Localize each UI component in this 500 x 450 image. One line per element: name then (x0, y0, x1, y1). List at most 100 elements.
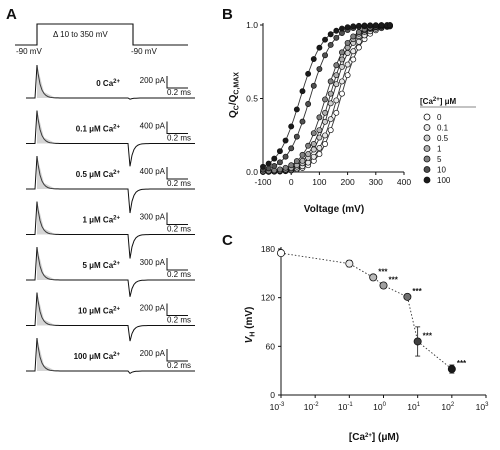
scale-bar-current-label: 300 pA (140, 213, 166, 222)
scale-bar (166, 76, 188, 89)
data-point (339, 90, 345, 97)
trace-row: 0.1 μM Ca2+ 400 pA0.2 ms (26, 110, 195, 167)
data-point (310, 153, 317, 160)
scale-bar-current-label: 400 pA (140, 167, 166, 176)
trace-family-shading (37, 65, 56, 98)
data-point (305, 101, 312, 107)
data-point (386, 22, 393, 29)
trace-row: 5 μM Ca2+ 300 pA0.2 ms (26, 246, 195, 297)
significance-marker: *** (378, 267, 388, 276)
data-point (322, 52, 328, 59)
legend-label: 5 (437, 155, 442, 164)
panel-a-letter: A (6, 6, 17, 23)
scale-bar (166, 349, 188, 362)
data-point (276, 166, 283, 173)
data-point (260, 163, 266, 170)
data-point (271, 163, 278, 169)
panel-c-x-axis-title: [Ca2+] (μM) (349, 432, 399, 443)
data-point (344, 61, 351, 68)
data-point (322, 118, 328, 125)
data-point (299, 88, 306, 95)
data-point (339, 78, 345, 85)
panel-b-data (260, 22, 393, 175)
data-point (333, 109, 340, 116)
y-tick-label: 120 (261, 293, 275, 303)
data-point (322, 141, 328, 147)
trace-family-shading (37, 338, 56, 371)
trace-family-shading (37, 247, 56, 280)
data-point (327, 31, 334, 38)
data-point (327, 127, 334, 134)
data-point (316, 127, 323, 134)
x-tick-label: 300 (369, 177, 383, 187)
data-point (333, 27, 340, 34)
protocol-step-label: Δ 10 to 350 mV (53, 30, 108, 39)
scale-bar-current-label: 400 pA (140, 122, 166, 131)
significance-marker: *** (423, 331, 433, 340)
data-point (322, 132, 328, 139)
panel-c-data: *************** (276, 249, 467, 374)
data-point (265, 160, 272, 167)
data-point (299, 151, 306, 158)
data-point (271, 155, 278, 162)
scale-bar-current-label: 200 pA (140, 304, 166, 313)
data-point (367, 22, 374, 29)
legend-marker (423, 166, 431, 173)
trace-row: 10 μM Ca2+ 200 pA0.2 ms (26, 292, 195, 342)
data-point (327, 78, 334, 85)
trace-label: 10 μM Ca2+ (78, 307, 120, 316)
data-point (316, 151, 323, 158)
data-point (282, 164, 289, 171)
data-point (299, 118, 306, 125)
data-point (339, 25, 345, 32)
data-point (282, 153, 289, 160)
data-point (355, 38, 362, 45)
panel-c: C VH (mV) [Ca2+] (μM) 10-3 10-2 10-1 100 101… (222, 232, 489, 443)
fit-curve (262, 24, 393, 168)
data-point (316, 144, 323, 151)
x-tick-label: 100 (312, 177, 326, 187)
current-traces: 0 Ca2+ 200 pA0.2 ms0.1 μM Ca2+ 400 pA0.2 m… (26, 64, 195, 375)
scale-bar-time-label: 0.2 ms (167, 179, 191, 188)
legend-marker (423, 124, 431, 131)
data-point (333, 34, 340, 41)
data-point (333, 97, 340, 104)
data-point (350, 56, 357, 63)
panel-c-axes: 10-3 10-2 10-1 100 101 102 103 0 60 120 180 (261, 244, 489, 412)
scale-bar-time-label: 0.2 ms (167, 270, 191, 279)
data-point (372, 22, 379, 29)
legend-label: 10 (437, 166, 446, 175)
scale-bar-time-label: 0.2 ms (167, 225, 191, 234)
data-point (276, 148, 283, 155)
panel-b: B QC/QC,MAX Voltage (mV) -100 0 100 200 300 4… (222, 6, 476, 215)
significance-marker: *** (412, 287, 422, 296)
legend-label: 0.5 (437, 134, 449, 143)
data-point (339, 49, 345, 56)
trace-label: 5 μM Ca2+ (82, 261, 120, 270)
scale-bar (166, 121, 188, 134)
data-point (339, 56, 345, 63)
data-point (344, 72, 351, 79)
data-point (327, 116, 334, 123)
scale-bar (166, 258, 188, 271)
data-point (310, 82, 317, 89)
trace-row: 1 μM Ca2+ 300 pA0.2 ms (26, 201, 195, 259)
x-tick-label: 10-1 (338, 402, 353, 412)
legend-label: 1 (437, 145, 442, 154)
data-point (276, 249, 285, 258)
current-trace (26, 110, 195, 167)
data-point (447, 365, 456, 374)
scale-bar-current-label: 200 pA (140, 349, 166, 358)
current-trace (26, 246, 195, 297)
scale-bar-current-label: 300 pA (140, 258, 166, 267)
trace-family-shading (37, 110, 56, 144)
data-point (355, 44, 362, 51)
x-tick-label: 101 (407, 402, 420, 412)
x-tick-label: 102 (441, 402, 454, 412)
trace-family-shading (37, 201, 56, 235)
data-point (413, 337, 422, 346)
data-point (350, 33, 357, 40)
data-point (316, 114, 323, 121)
